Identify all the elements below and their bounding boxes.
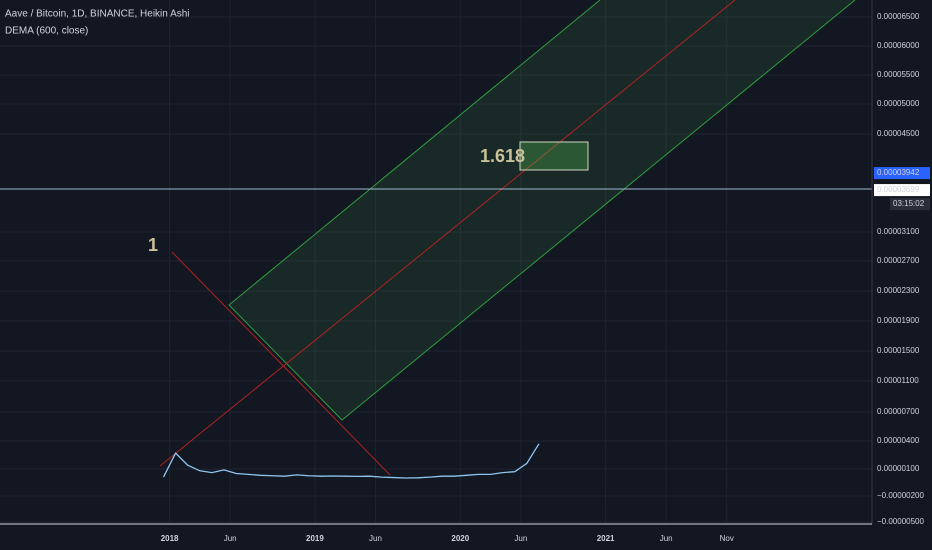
y-tick-label: 0.00001100 [877, 376, 919, 385]
marks: 0.00006500 0.00006000 0.00005500 0.00005000… [161, 12, 930, 543]
x-tick-label: 2019 [306, 534, 324, 543]
y-tick-label: 0.00001500 [877, 346, 920, 355]
y-tick-label: 0.00005000 [877, 99, 920, 108]
y-tick-label: 0.00000700 [877, 407, 920, 416]
y-tick-label: 0.00006000 [877, 41, 920, 50]
y-tick-label: 0.00000100 [877, 464, 920, 473]
countdown-label: 03:15:02 [893, 199, 925, 208]
y-tick-label: −0.00000200 [877, 491, 924, 500]
pitchfork-upper [228, 0, 601, 306]
grid [0, 0, 872, 524]
pitchfork-fill [229, 0, 855, 420]
y-tick-label: 0.00005500 [877, 70, 920, 79]
line-price-box [874, 184, 930, 197]
x-tick-label: Jun [660, 534, 673, 543]
y-tick-label: 0.00003100 [877, 227, 920, 236]
y-tick-label: 0.00004500 [877, 129, 920, 138]
indicator-label: DEMA (600, close) [5, 26, 88, 37]
y-tick-label: −0.00000500 [877, 517, 924, 526]
y-tick-label: 0.00002300 [877, 286, 920, 295]
x-tick-label: Jun [369, 534, 382, 543]
y-tick-label: 0.00001900 [877, 316, 920, 325]
last-price-label: 0.00003942 [877, 168, 920, 177]
x-tick-label: Jun [224, 534, 237, 543]
x-tick-label: 2018 [161, 534, 179, 543]
annotation: 1.618 [480, 146, 525, 166]
y-tick-label: 0.00006500 [877, 12, 920, 21]
countdown-box [890, 198, 930, 211]
last-price-box [874, 167, 930, 180]
y-tick-label: 0.00002700 [877, 256, 920, 265]
x-tick-label: Nov [720, 534, 734, 543]
y-tick-label: 0.00000400 [877, 436, 920, 445]
x-tick-label: 2020 [451, 534, 469, 543]
target-box [519, 141, 589, 171]
pitchfork-lower [341, 0, 856, 421]
pitchfork-median [159, 0, 736, 467]
pitchfork-base [228, 304, 343, 421]
x-tick-label: Jun [514, 534, 527, 543]
x-tick-label: 2021 [597, 534, 615, 543]
line-price-label: 0.00003699 [877, 185, 920, 194]
chart-title: Aave / Bitcoin, 1D, BINANCE, Heikin Ashi [5, 9, 190, 20]
price-series [162, 443, 540, 479]
pitchfork-handle [171, 251, 391, 476]
annotation: 1 [148, 235, 158, 255]
